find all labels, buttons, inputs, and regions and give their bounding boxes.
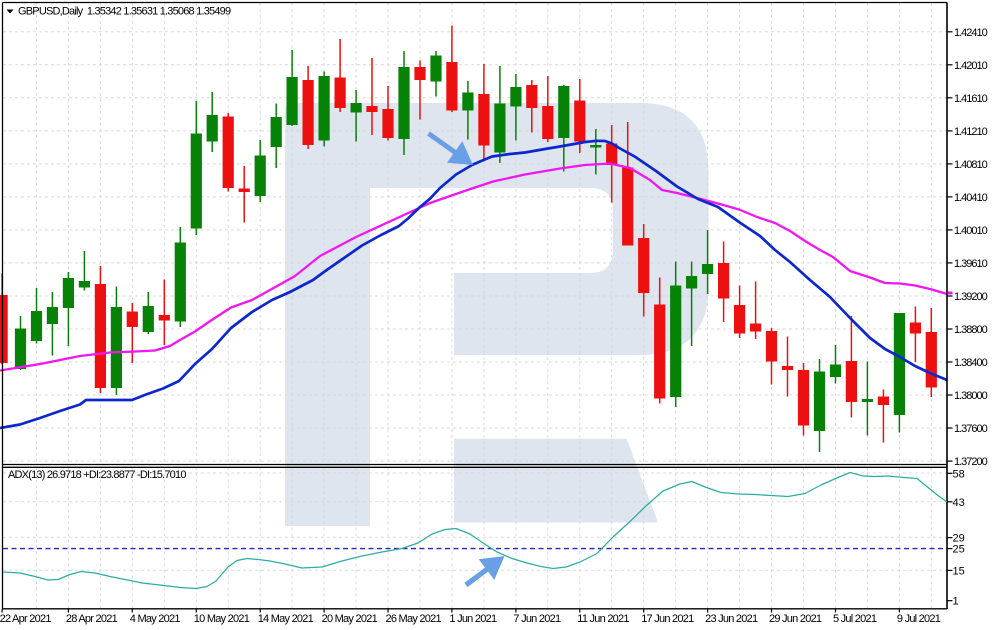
svg-text:14 May 2021: 14 May 2021 — [258, 613, 314, 625]
svg-text:1 Jun 2021: 1 Jun 2021 — [449, 613, 497, 625]
svg-text:4 May 2021: 4 May 2021 — [130, 613, 181, 625]
svg-text:1.40410: 1.40410 — [954, 192, 988, 204]
svg-text:22 Apr 2021: 22 Apr 2021 — [0, 613, 51, 625]
svg-text:GBPUSD,Daily 1.35342 1.35631: GBPUSD,Daily 1.35342 1.35631 1.35068 1.3… — [18, 6, 231, 18]
svg-text:1.42410: 1.42410 — [954, 27, 988, 39]
svg-text:23 Jun 2021: 23 Jun 2021 — [705, 613, 758, 625]
svg-text:9 Jul 2021: 9 Jul 2021 — [897, 613, 941, 625]
svg-text:1.38800: 1.38800 — [954, 324, 988, 336]
svg-text:7 Jun 2021: 7 Jun 2021 — [513, 613, 561, 625]
svg-text:ADX(13) 26.9718 +DI:23.8877 -D: ADX(13) 26.9718 +DI:23.8877 -DI:15.7010 — [8, 469, 186, 481]
svg-text:20 May 2021: 20 May 2021 — [322, 613, 378, 625]
svg-text:1.39200: 1.39200 — [954, 291, 988, 303]
svg-text:29 Jun 2021: 29 Jun 2021 — [769, 613, 822, 625]
svg-text:1.39610: 1.39610 — [954, 258, 988, 270]
svg-text:1.38000: 1.38000 — [954, 390, 988, 402]
svg-text:5 Jul 2021: 5 Jul 2021 — [833, 613, 877, 625]
svg-text:1.41210: 1.41210 — [954, 126, 988, 138]
svg-text:17 Jun 2021: 17 Jun 2021 — [641, 613, 694, 625]
svg-text:29: 29 — [953, 533, 965, 545]
svg-text:1.40810: 1.40810 — [954, 159, 988, 171]
svg-text:1.37200: 1.37200 — [954, 456, 988, 468]
svg-text:15: 15 — [953, 565, 965, 577]
svg-text:1.42010: 1.42010 — [954, 60, 988, 72]
svg-text:10 May 2021: 10 May 2021 — [194, 613, 250, 625]
svg-text:25: 25 — [953, 544, 965, 556]
svg-text:1.40010: 1.40010 — [954, 225, 988, 237]
svg-text:28 Apr 2021: 28 Apr 2021 — [66, 613, 118, 625]
svg-text:1.37600: 1.37600 — [954, 423, 988, 435]
svg-text:1.41610: 1.41610 — [954, 93, 988, 105]
svg-text:11 Jun 2021: 11 Jun 2021 — [577, 613, 629, 625]
svg-text:58: 58 — [953, 468, 965, 480]
svg-text:1: 1 — [953, 596, 959, 608]
svg-text:43: 43 — [953, 497, 965, 509]
svg-text:1.38400: 1.38400 — [954, 357, 988, 369]
svg-text:26 May 2021: 26 May 2021 — [386, 613, 442, 625]
